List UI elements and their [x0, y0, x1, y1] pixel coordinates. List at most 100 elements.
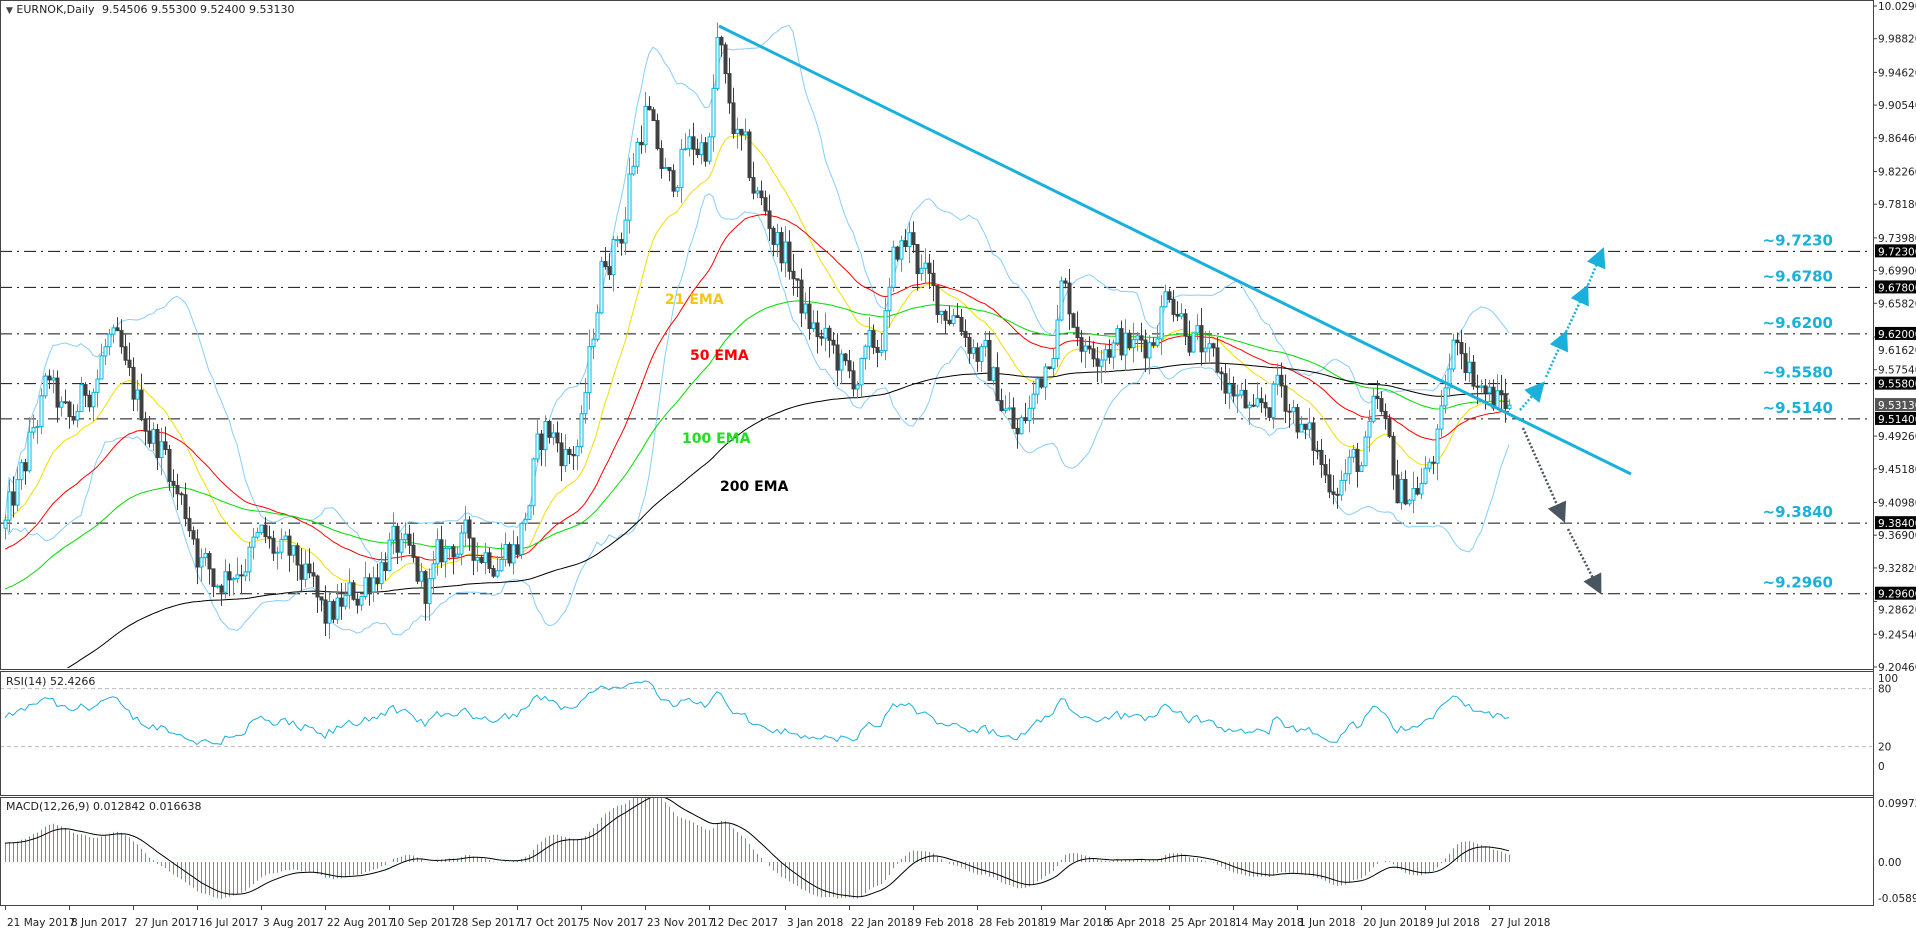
- candle: [19, 459, 24, 490]
- candle-body: [1007, 407, 1012, 410]
- candle-body: [355, 598, 360, 606]
- candle: [707, 132, 712, 165]
- candle-body: [375, 577, 380, 585]
- candle: [1079, 330, 1084, 363]
- candle-body: [1247, 404, 1252, 409]
- candle: [1235, 384, 1240, 413]
- candle: [1307, 408, 1312, 438]
- candle-body: [1303, 423, 1308, 430]
- candle: [447, 546, 452, 561]
- candle-body: [335, 597, 340, 620]
- candle: [323, 585, 328, 637]
- candle: [491, 565, 496, 579]
- candle: [699, 134, 704, 165]
- candle: [499, 543, 504, 572]
- candle: [747, 129, 752, 182]
- candle-body: [103, 346, 108, 357]
- candle: [1331, 475, 1336, 505]
- candle-body: [815, 322, 820, 338]
- candle: [511, 530, 516, 575]
- candle: [91, 388, 96, 421]
- candle: [595, 304, 600, 342]
- candle-body: [291, 545, 296, 556]
- candle-body: [323, 599, 328, 624]
- candle-body: [1003, 408, 1008, 412]
- candle: [467, 516, 472, 551]
- candle-body: [935, 285, 940, 315]
- candle-body: [407, 533, 412, 546]
- candle: [675, 185, 680, 197]
- candle: [235, 557, 240, 583]
- candle: [927, 253, 932, 290]
- candle: [1387, 414, 1392, 439]
- candle-body: [427, 578, 432, 604]
- candle-body: [283, 535, 288, 540]
- candle-body: [859, 357, 864, 386]
- candle: [1463, 343, 1468, 381]
- candle: [899, 235, 904, 272]
- candle: [959, 308, 964, 336]
- candle-body: [387, 539, 392, 572]
- candle-body: [983, 339, 988, 348]
- bollinger-lower-band: [4, 193, 1510, 636]
- candle: [739, 128, 744, 151]
- candle: [163, 426, 168, 455]
- candle: [867, 317, 872, 361]
- candle-body: [67, 401, 72, 418]
- candle-body: [1199, 325, 1204, 353]
- candle-body: [1111, 342, 1116, 358]
- candle-body: [319, 596, 324, 601]
- candle-body: [1075, 326, 1080, 339]
- candle: [1503, 378, 1508, 423]
- candle: [1107, 339, 1112, 364]
- candle-body: [411, 544, 416, 558]
- candle-body: [883, 310, 888, 352]
- candle: [7, 479, 12, 533]
- candle-body: [647, 105, 652, 111]
- candle: [1251, 394, 1256, 408]
- price-tick-label: 9.36900: [1878, 530, 1916, 542]
- candle: [531, 457, 536, 515]
- candle: [727, 57, 732, 114]
- candle-body: [583, 392, 588, 415]
- candle: [1483, 378, 1488, 410]
- candle: [607, 253, 612, 280]
- candle: [1367, 410, 1372, 452]
- candle: [107, 328, 112, 356]
- candle: [883, 297, 888, 361]
- candle-body: [811, 322, 816, 330]
- candle: [587, 329, 592, 410]
- candle: [803, 292, 808, 320]
- candle: [43, 373, 48, 399]
- candle-body: [1419, 482, 1424, 495]
- candle-body: [1311, 422, 1316, 451]
- candle-body: [1043, 366, 1048, 388]
- candle-body: [271, 537, 276, 554]
- candle-body: [955, 315, 960, 318]
- candle: [247, 542, 252, 582]
- candle: [1123, 319, 1128, 372]
- candle-body: [711, 87, 716, 138]
- candle-body: [1495, 390, 1500, 409]
- candle-body: [1375, 395, 1380, 400]
- candle: [143, 411, 148, 446]
- macd-tick-label: 0.00: [1878, 857, 1901, 869]
- candle-body: [991, 367, 996, 381]
- level-label: ~9.6200: [1763, 314, 1833, 332]
- candle-body: [779, 232, 784, 264]
- candle-body: [527, 505, 532, 520]
- candle: [1227, 368, 1232, 409]
- candle: [1395, 459, 1400, 504]
- candle: [295, 542, 300, 581]
- candle: [1279, 362, 1284, 398]
- candle: [1383, 403, 1388, 430]
- candle-body: [1019, 417, 1024, 435]
- candle-body: [871, 330, 876, 348]
- triangle-down-icon[interactable]: ▼: [6, 6, 13, 16]
- price-tick-label: 9.78180: [1878, 199, 1916, 211]
- candle: [1391, 432, 1396, 490]
- candle-body: [891, 246, 896, 288]
- candle-body: [55, 377, 60, 408]
- candle-body: [227, 571, 232, 581]
